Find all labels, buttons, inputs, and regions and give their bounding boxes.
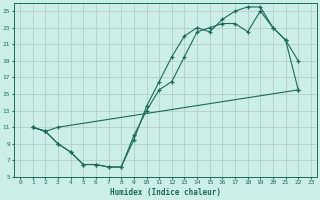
X-axis label: Humidex (Indice chaleur): Humidex (Indice chaleur) (110, 188, 221, 197)
